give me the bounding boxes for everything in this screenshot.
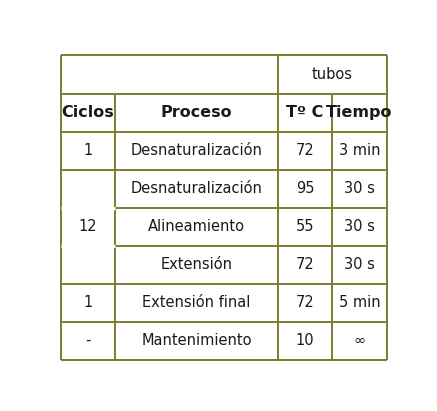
Text: 72: 72 [295,295,314,310]
Text: Ciclos: Ciclos [62,106,114,120]
Text: 72: 72 [295,257,314,272]
Text: 5 min: 5 min [339,295,380,310]
Text: 3 min: 3 min [339,143,380,158]
Text: 55: 55 [296,219,314,234]
Text: 30 s: 30 s [344,219,375,234]
Text: -: - [85,333,90,348]
Text: ∞: ∞ [354,333,366,348]
Text: Tiempo: Tiempo [326,106,393,120]
Text: 30 s: 30 s [344,257,375,272]
Text: 1: 1 [83,295,93,310]
Text: 10: 10 [296,333,314,348]
Text: Desnaturalización: Desnaturalización [131,181,262,196]
Text: 95: 95 [296,181,314,196]
Text: 12: 12 [79,219,97,234]
Text: Desnaturalización: Desnaturalización [131,143,262,158]
Text: Proceso: Proceso [161,106,232,120]
Text: 30 s: 30 s [344,181,375,196]
Text: Alineamiento: Alineamiento [148,219,245,234]
Text: 1: 1 [83,143,93,158]
Text: Extensión: Extensión [160,257,232,272]
Text: Extensión final: Extensión final [142,295,251,310]
Text: Tº C: Tº C [286,106,324,120]
Text: 72: 72 [295,143,314,158]
Text: tubos: tubos [312,67,353,82]
Text: Mantenimiento: Mantenimiento [141,333,252,348]
